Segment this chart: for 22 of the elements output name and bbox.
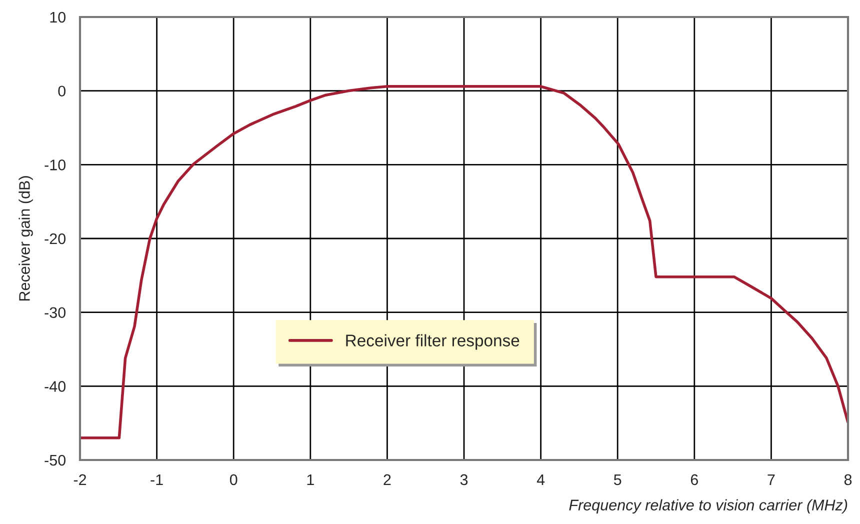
x-tick-label: 6 bbox=[690, 474, 698, 486]
y-axis-title: Receiver gain (dB) bbox=[18, 176, 33, 301]
x-tick-label: 2 bbox=[384, 474, 391, 485]
y-tick-label: -20 bbox=[44, 233, 66, 244]
x-tick-label: -2 bbox=[74, 474, 86, 485]
x-tick-label: 3 bbox=[460, 474, 468, 486]
legend-label: Receiver filter response bbox=[346, 334, 520, 350]
y-tick-label: -50 bbox=[44, 454, 66, 466]
line-series bbox=[80, 85, 848, 440]
x-tick-label: 8 bbox=[844, 474, 852, 486]
x-tick-label: -1 bbox=[150, 474, 163, 485]
x-tick-label: 5 bbox=[614, 474, 622, 486]
x-tick-label: 7 bbox=[768, 474, 775, 485]
x-tick-label: 0 bbox=[230, 474, 238, 486]
x-tick-label: 4 bbox=[536, 474, 545, 485]
y-tick-label: 0 bbox=[58, 86, 66, 97]
x-tick-label: 1 bbox=[307, 474, 314, 485]
y-tick-label: -30 bbox=[44, 307, 66, 318]
y-tick-label: -40 bbox=[44, 381, 66, 392]
y-tick-label: -10 bbox=[44, 160, 66, 170]
y-tick-label: 10 bbox=[50, 12, 66, 23]
x-axis-title: Frequency relative to vision carrier (MHz) bbox=[569, 499, 848, 514]
